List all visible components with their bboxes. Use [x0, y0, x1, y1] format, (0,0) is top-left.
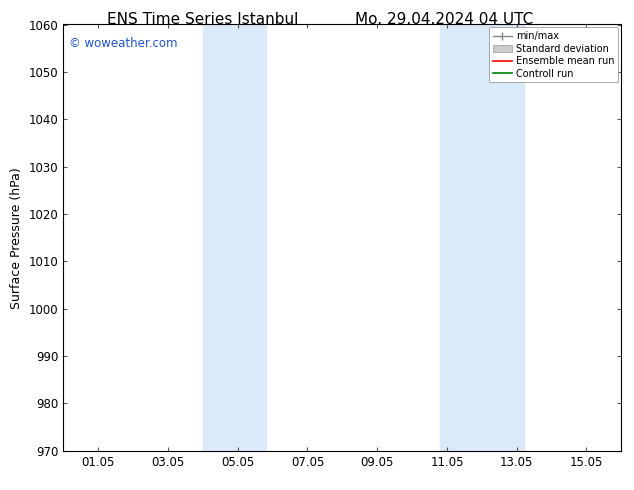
- Bar: [440, 24, 524, 451]
- Text: ENS Time Series Istanbul: ENS Time Series Istanbul: [107, 12, 299, 27]
- Legend: min/max, Standard deviation, Ensemble mean run, Controll run: min/max, Standard deviation, Ensemble me…: [489, 27, 618, 82]
- Y-axis label: Surface Pressure (hPa): Surface Pressure (hPa): [10, 167, 23, 309]
- Text: Mo. 29.04.2024 04 UTC: Mo. 29.04.2024 04 UTC: [354, 12, 533, 27]
- Bar: [203, 24, 266, 451]
- Text: © woweather.com: © woweather.com: [69, 37, 178, 50]
